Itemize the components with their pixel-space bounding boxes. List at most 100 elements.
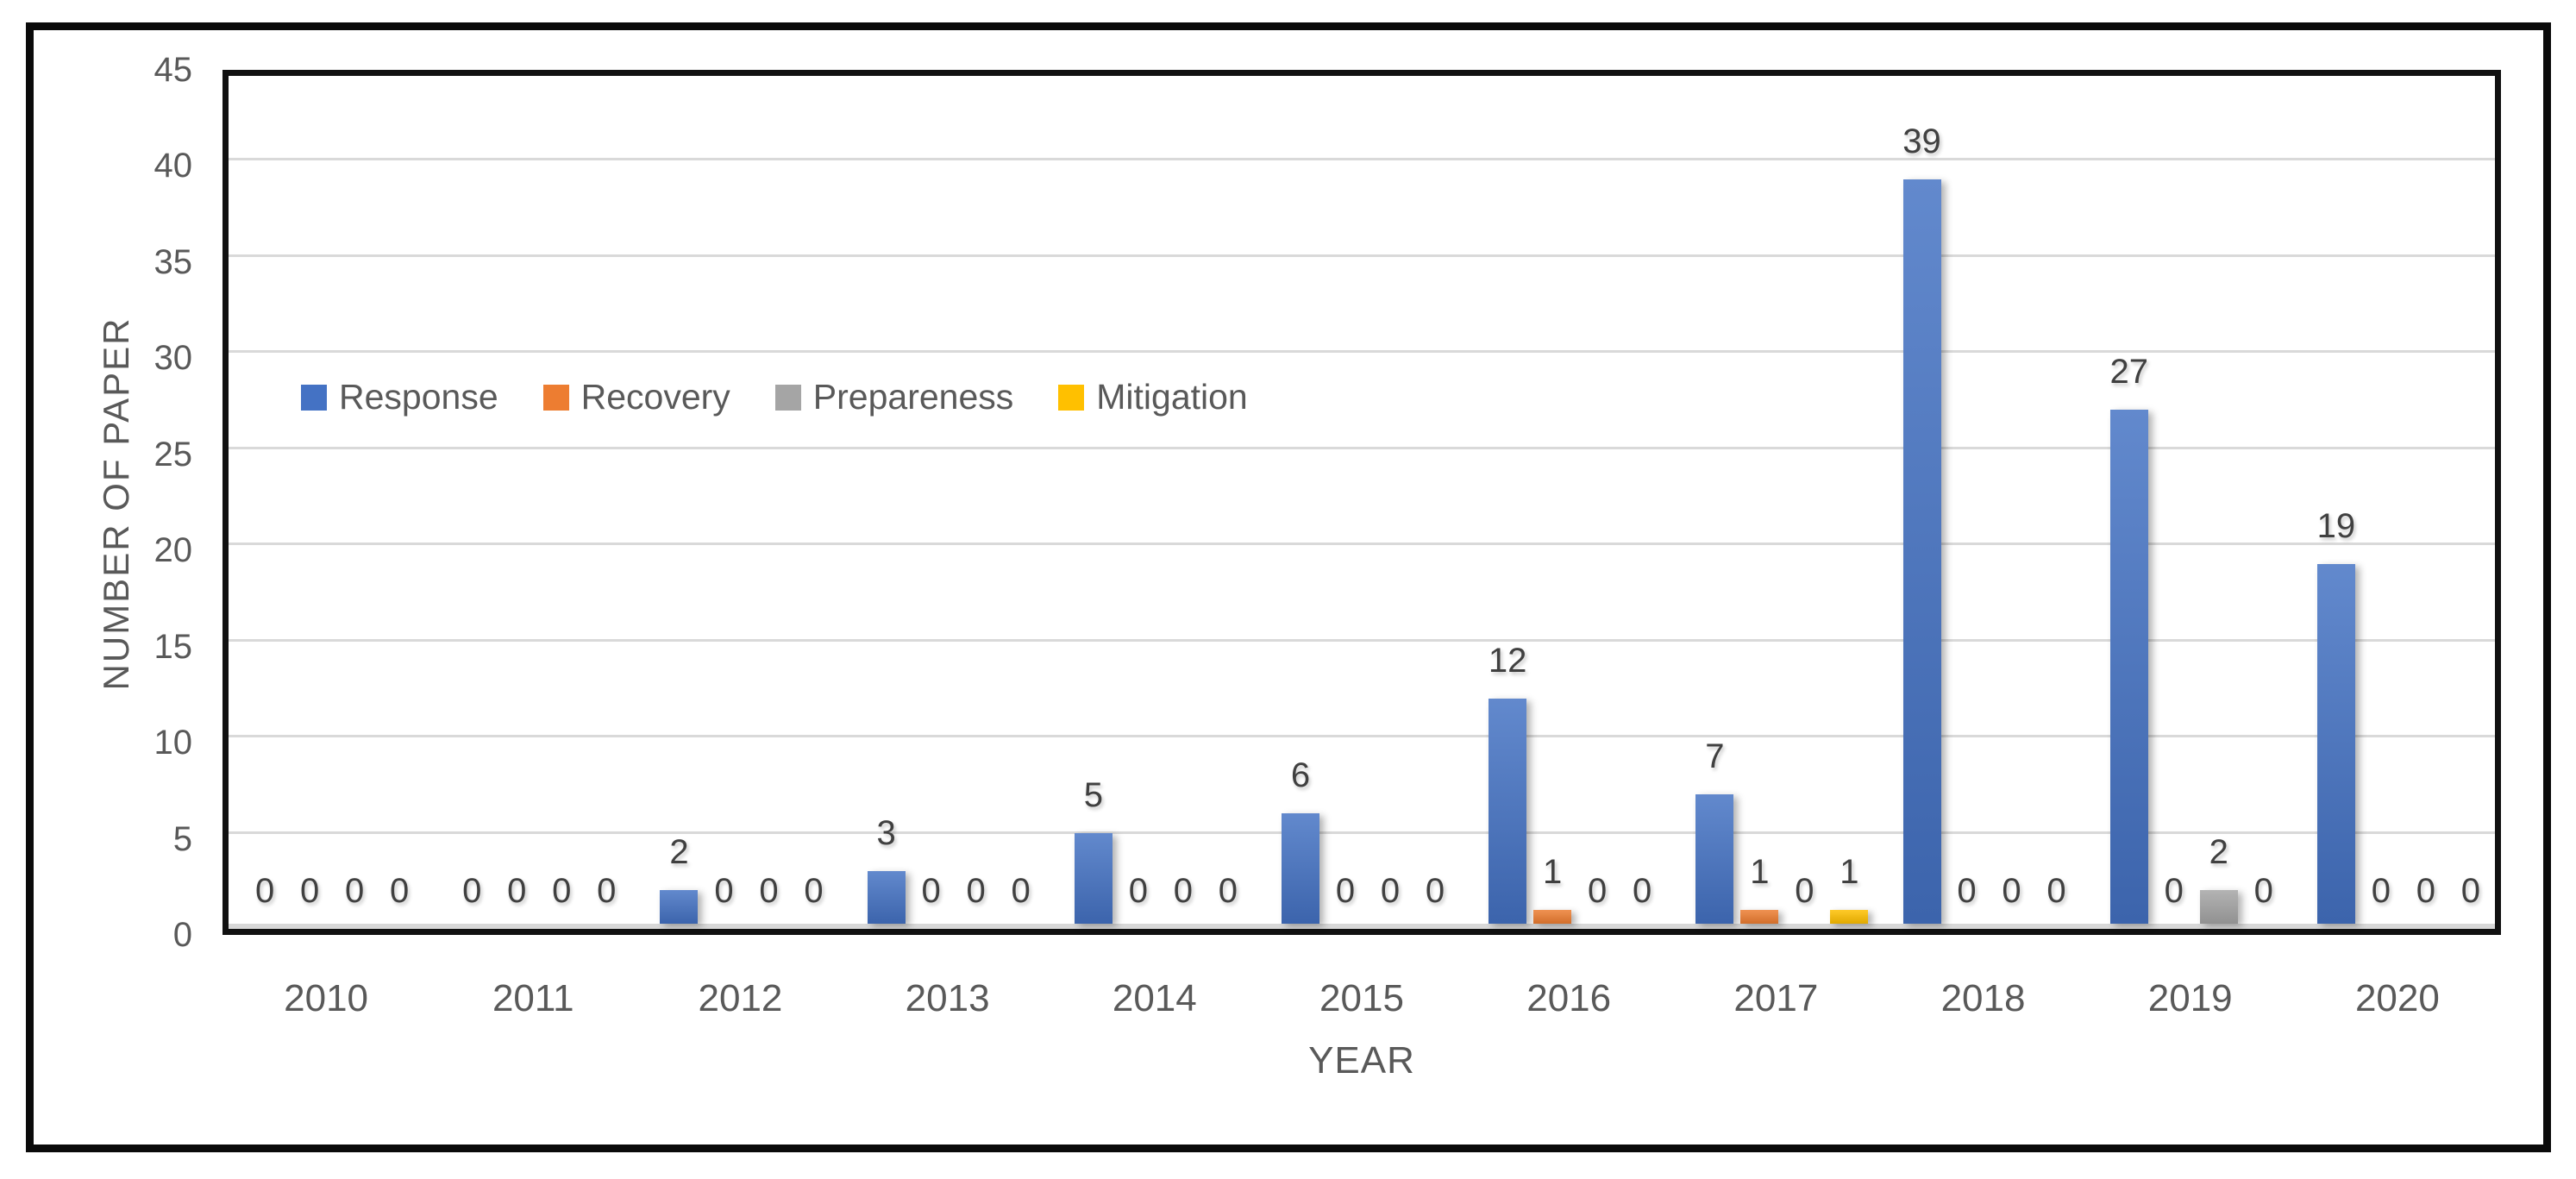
x-tick-2013: 2013 <box>905 977 990 1019</box>
data-label-prepareness-2015: 0 <box>1380 872 1401 910</box>
data-label-recovery-2020: 0 <box>2371 872 2391 910</box>
data-label-mitigation-2014: 0 <box>1218 872 1238 910</box>
data-label-prepareness-2019: 2 <box>2209 833 2228 872</box>
legend-label: Response <box>339 377 498 417</box>
data-label-mitigation-2020: 0 <box>2460 872 2481 910</box>
y-tick-15: 15 <box>154 627 193 666</box>
bar-response-2019 <box>2109 410 2148 924</box>
bar-mitigation-2017 <box>1830 909 1869 924</box>
data-label-recovery-2017: 1 <box>1750 852 1770 891</box>
data-label-recovery-2012: 0 <box>714 872 734 910</box>
data-label-recovery-2016: 1 <box>1543 852 1563 891</box>
data-label-mitigation-2016: 0 <box>1633 872 1652 910</box>
data-label-recovery-2015: 0 <box>1335 872 1356 910</box>
x-tick-2010: 2010 <box>284 977 369 1019</box>
legend-swatch-icon <box>774 384 801 411</box>
bar-response-2015 <box>1282 813 1319 924</box>
bar-response-2018 <box>1902 179 1941 924</box>
data-label-prepareness-2017: 0 <box>1795 872 1814 910</box>
data-label-prepareness-2013: 0 <box>966 872 986 910</box>
data-label-prepareness-2016: 0 <box>1588 872 1608 910</box>
gridline-5 <box>229 831 2495 834</box>
gridline-40 <box>229 158 2495 161</box>
data-label-prepareness-2018: 0 <box>2002 872 2021 910</box>
data-label-recovery-2011: 0 <box>507 872 527 910</box>
x-axis-baseline-strip <box>229 924 2495 929</box>
bar-response-2017 <box>1695 793 1734 924</box>
bar-prepareness-2019 <box>2199 890 2238 924</box>
legend-item-mitigation: Mitigation <box>1058 377 1248 417</box>
y-axis-title: NUMBER OF PAPER <box>96 317 136 691</box>
y-tick-0: 0 <box>172 916 192 954</box>
y-tick-35: 35 <box>154 242 193 281</box>
y-tick-40: 40 <box>154 147 193 185</box>
legend-item-response: Response <box>301 379 498 415</box>
data-label-prepareness-2012: 0 <box>759 872 779 910</box>
legend-swatch-icon <box>542 384 569 411</box>
y-tick-45: 45 <box>154 51 193 89</box>
x-axis-title: YEAR <box>1308 1039 1415 1082</box>
gridline-25 <box>229 446 2495 449</box>
data-label-response-2016: 12 <box>1488 641 1527 680</box>
data-label-recovery-2014: 0 <box>1128 872 1148 910</box>
y-tick-20: 20 <box>154 531 193 570</box>
x-tick-2018: 2018 <box>1940 977 2026 1019</box>
data-label-response-2014: 5 <box>1083 775 1103 814</box>
data-label-mitigation-2011: 0 <box>597 872 617 910</box>
figure-border <box>26 22 2551 1152</box>
legend-swatch-icon <box>1058 384 1085 411</box>
legend-item-recovery: Recovery <box>542 377 730 417</box>
x-tick-2020: 2020 <box>2354 977 2440 1019</box>
gridline-10 <box>229 735 2495 738</box>
bar-response-2013 <box>867 871 906 924</box>
data-label-prepareness-2011: 0 <box>552 872 572 910</box>
x-tick-2011: 2011 <box>492 977 574 1019</box>
data-label-mitigation-2019: 0 <box>2253 872 2273 910</box>
data-label-response-2011: 0 <box>462 872 482 910</box>
x-tick-2012: 2012 <box>698 977 783 1019</box>
x-tick-2016: 2016 <box>1526 977 1612 1019</box>
x-tick-2019: 2019 <box>2147 977 2233 1019</box>
data-label-recovery-2018: 0 <box>1957 872 1977 910</box>
data-label-prepareness-2010: 0 <box>344 872 365 910</box>
bar-recovery-2016 <box>1533 909 1572 924</box>
legend-label: Recovery <box>580 377 730 417</box>
data-label-mitigation-2012: 0 <box>804 872 824 910</box>
gridline-20 <box>229 542 2495 546</box>
data-label-mitigation-2010: 0 <box>389 872 410 910</box>
data-label-recovery-2019: 0 <box>2164 872 2184 910</box>
x-tick-2015: 2015 <box>1319 977 1404 1019</box>
bar-response-2012 <box>660 890 699 924</box>
legend-item-prepareness: Prepareness <box>774 377 1014 417</box>
data-label-mitigation-2017: 1 <box>1840 852 1859 891</box>
data-label-mitigation-2018: 0 <box>2046 872 2066 910</box>
gridline-30 <box>229 350 2495 354</box>
legend-swatch-icon <box>301 384 327 411</box>
data-label-prepareness-2020: 0 <box>2416 872 2436 910</box>
data-label-response-2019: 27 <box>2109 353 2148 392</box>
gridline-15 <box>229 638 2495 642</box>
y-tick-25: 25 <box>154 435 193 473</box>
bar-response-2020 <box>2316 563 2355 924</box>
bar-response-2014 <box>1074 832 1113 924</box>
data-label-mitigation-2015: 0 <box>1425 872 1445 910</box>
data-label-response-2017: 7 <box>1705 737 1725 775</box>
y-tick-30: 30 <box>154 339 193 378</box>
data-label-prepareness-2014: 0 <box>1173 872 1193 910</box>
data-label-response-2010: 0 <box>254 872 275 910</box>
data-label-mitigation-2013: 0 <box>1011 872 1031 910</box>
y-tick-5: 5 <box>172 819 192 858</box>
plot-area: 0 0 2 3 5 6 12 7 39 27 19 0 0 0 0 0 0 1 1 0 0 0 0 0 0 0 0 0 0 0 0 2 0 0 0 0… <box>223 70 2501 935</box>
x-tick-2017: 2017 <box>1733 977 1819 1019</box>
legend-label: Mitigation <box>1096 377 1248 417</box>
legend-label: Prepareness <box>812 377 1014 417</box>
y-tick-10: 10 <box>154 724 193 762</box>
data-label-response-2012: 2 <box>669 833 689 872</box>
x-tick-2014: 2014 <box>1112 977 1197 1019</box>
legend: Response Recovery Prepareness Mitigation <box>301 379 1248 415</box>
data-label-response-2013: 3 <box>876 814 896 853</box>
bar-recovery-2017 <box>1740 909 1779 924</box>
data-label-recovery-2010: 0 <box>299 872 320 910</box>
data-label-response-2020: 19 <box>2316 506 2356 545</box>
